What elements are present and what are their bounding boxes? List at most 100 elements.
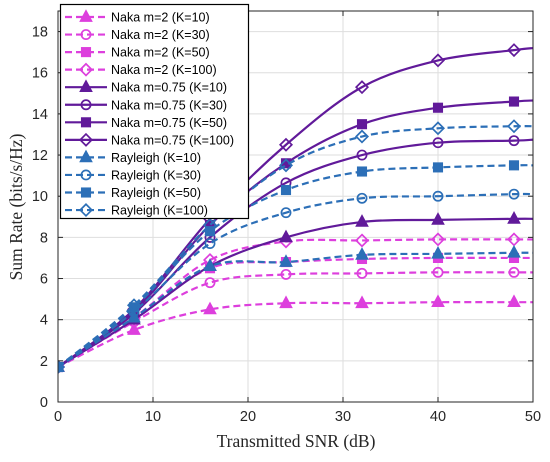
data-point-circle xyxy=(432,190,444,202)
legend-label: Naka m=0.75 (K=50) xyxy=(111,116,227,130)
legend-marker-triangle xyxy=(79,9,93,22)
data-point-triangle xyxy=(279,229,293,243)
tick-marks xyxy=(57,11,534,403)
legend-box xyxy=(59,3,250,220)
data-point-triangle xyxy=(203,301,217,315)
data-point-circle xyxy=(204,277,216,289)
data-point-circle xyxy=(356,149,368,161)
data-point-triangle xyxy=(279,254,293,267)
data-point-square xyxy=(356,119,368,130)
legend-label: Rayleigh (K=10) xyxy=(111,151,201,165)
data-point-diamond xyxy=(506,43,522,58)
data-point-diamond xyxy=(202,218,218,233)
series-line xyxy=(58,301,533,369)
y-tick-label: 18 xyxy=(32,25,48,41)
data-point-circle xyxy=(432,137,444,149)
x-tick-label: 40 xyxy=(430,409,446,425)
legend-label: Rayleigh (K=100) xyxy=(111,204,208,218)
legend-item: Naka m=2 (K=10) xyxy=(65,9,210,25)
data-point-circle xyxy=(508,135,520,147)
x-tick-label: 30 xyxy=(335,409,351,425)
data-point-square xyxy=(508,160,520,171)
y-tick-label: 6 xyxy=(40,272,48,288)
data-point-diamond xyxy=(278,137,294,152)
data-point-diamond xyxy=(506,119,522,134)
legend-label: Naka m=0.75 (K=10) xyxy=(111,81,227,95)
data-point-circle xyxy=(356,267,368,279)
legend-marker-square xyxy=(80,117,92,128)
legend-item: Rayleigh (K=10) xyxy=(65,149,201,165)
data-point-triangle xyxy=(279,295,293,309)
legend-marker-circle xyxy=(80,99,92,111)
data-point-triangle xyxy=(507,245,521,258)
data-point-diamond xyxy=(58,360,66,375)
legend-item: Naka m=2 (K=100) xyxy=(65,62,217,77)
data-point-square xyxy=(508,96,520,107)
legend-label: Naka m=0.75 (K=100) xyxy=(111,133,234,147)
data-point-diamond xyxy=(354,129,370,144)
data-point-triangle xyxy=(507,294,521,308)
data-point-diamond xyxy=(278,158,294,173)
x-tick-label: 50 xyxy=(525,409,541,425)
data-point-circle xyxy=(280,207,292,219)
data-point-diamond xyxy=(126,298,142,313)
legend-item: Naka m=2 (K=30) xyxy=(65,28,210,42)
data-point-triangle xyxy=(431,294,445,308)
data-point-square xyxy=(58,361,64,373)
legend-label: Naka m=2 (K=30) xyxy=(111,28,210,42)
data-point-circle xyxy=(432,266,444,278)
legend-marker-diamond xyxy=(78,62,94,77)
x-tick-label: 10 xyxy=(145,409,161,425)
legend-item: Rayleigh (K=30) xyxy=(65,168,201,182)
legend-label: Rayleigh (K=50) xyxy=(111,186,201,200)
data-point-circle xyxy=(204,238,216,249)
data-point-diamond xyxy=(430,232,446,247)
data-point-square xyxy=(432,102,444,113)
y-tick-label: 10 xyxy=(32,189,48,205)
data-point-circle xyxy=(508,188,520,200)
data-point-triangle xyxy=(355,247,369,260)
data-point-diamond xyxy=(430,53,446,68)
y-tick-label: 2 xyxy=(40,354,48,370)
data-point-triangle xyxy=(431,212,445,225)
data-point-square xyxy=(432,162,444,173)
legend-item: Naka m=0.75 (K=100) xyxy=(65,132,234,147)
y-tick-labels: 0 2 4 6 8 10 12 14 16 18 xyxy=(32,25,48,411)
data-point-square xyxy=(356,166,368,177)
legend-label: Naka m=2 (K=10) xyxy=(111,11,210,25)
y-tick-label: 4 xyxy=(40,313,48,329)
x-tick-labels: 0 10 20 30 40 50 xyxy=(54,409,541,425)
series-1 xyxy=(58,294,533,372)
legend-label: Naka m=2 (K=100) xyxy=(111,63,217,77)
data-point-triangle xyxy=(507,211,521,224)
data-point-triangle xyxy=(355,295,369,309)
legend-marker-triangle xyxy=(79,79,93,93)
legend-label: Naka m=0.75 (K=30) xyxy=(111,98,227,112)
x-tick-label: 0 xyxy=(54,409,62,425)
data-point-triangle xyxy=(355,214,369,227)
data-point-triangle xyxy=(431,246,445,259)
legend-label: Rayleigh (K=30) xyxy=(111,168,201,182)
series-12 xyxy=(58,119,533,375)
legend-marker-circle xyxy=(80,169,92,181)
data-point-diamond xyxy=(430,121,446,136)
legend-marker-diamond xyxy=(78,203,94,218)
axes-box xyxy=(57,10,534,403)
data-point-square xyxy=(280,184,292,196)
legend-marker-square xyxy=(80,187,92,198)
series-layer xyxy=(58,43,533,375)
data-point-circle xyxy=(508,266,520,278)
series-9 xyxy=(58,245,533,372)
legend-marker-diamond xyxy=(78,132,94,147)
legend-item: Naka m=0.75 (K=10) xyxy=(65,79,227,95)
legend-item: Rayleigh (K=50) xyxy=(65,186,201,200)
y-tick-label: 12 xyxy=(32,148,48,164)
legend-item: Rayleigh (K=100) xyxy=(65,203,208,218)
y-tick-label: 14 xyxy=(32,107,48,123)
x-tick-label: 20 xyxy=(240,409,256,425)
legend-marker-triangle xyxy=(79,149,93,163)
y-tick-label: 8 xyxy=(40,230,48,246)
data-point-triangle xyxy=(127,322,141,335)
legend-item: Naka m=2 (K=50) xyxy=(65,46,210,60)
